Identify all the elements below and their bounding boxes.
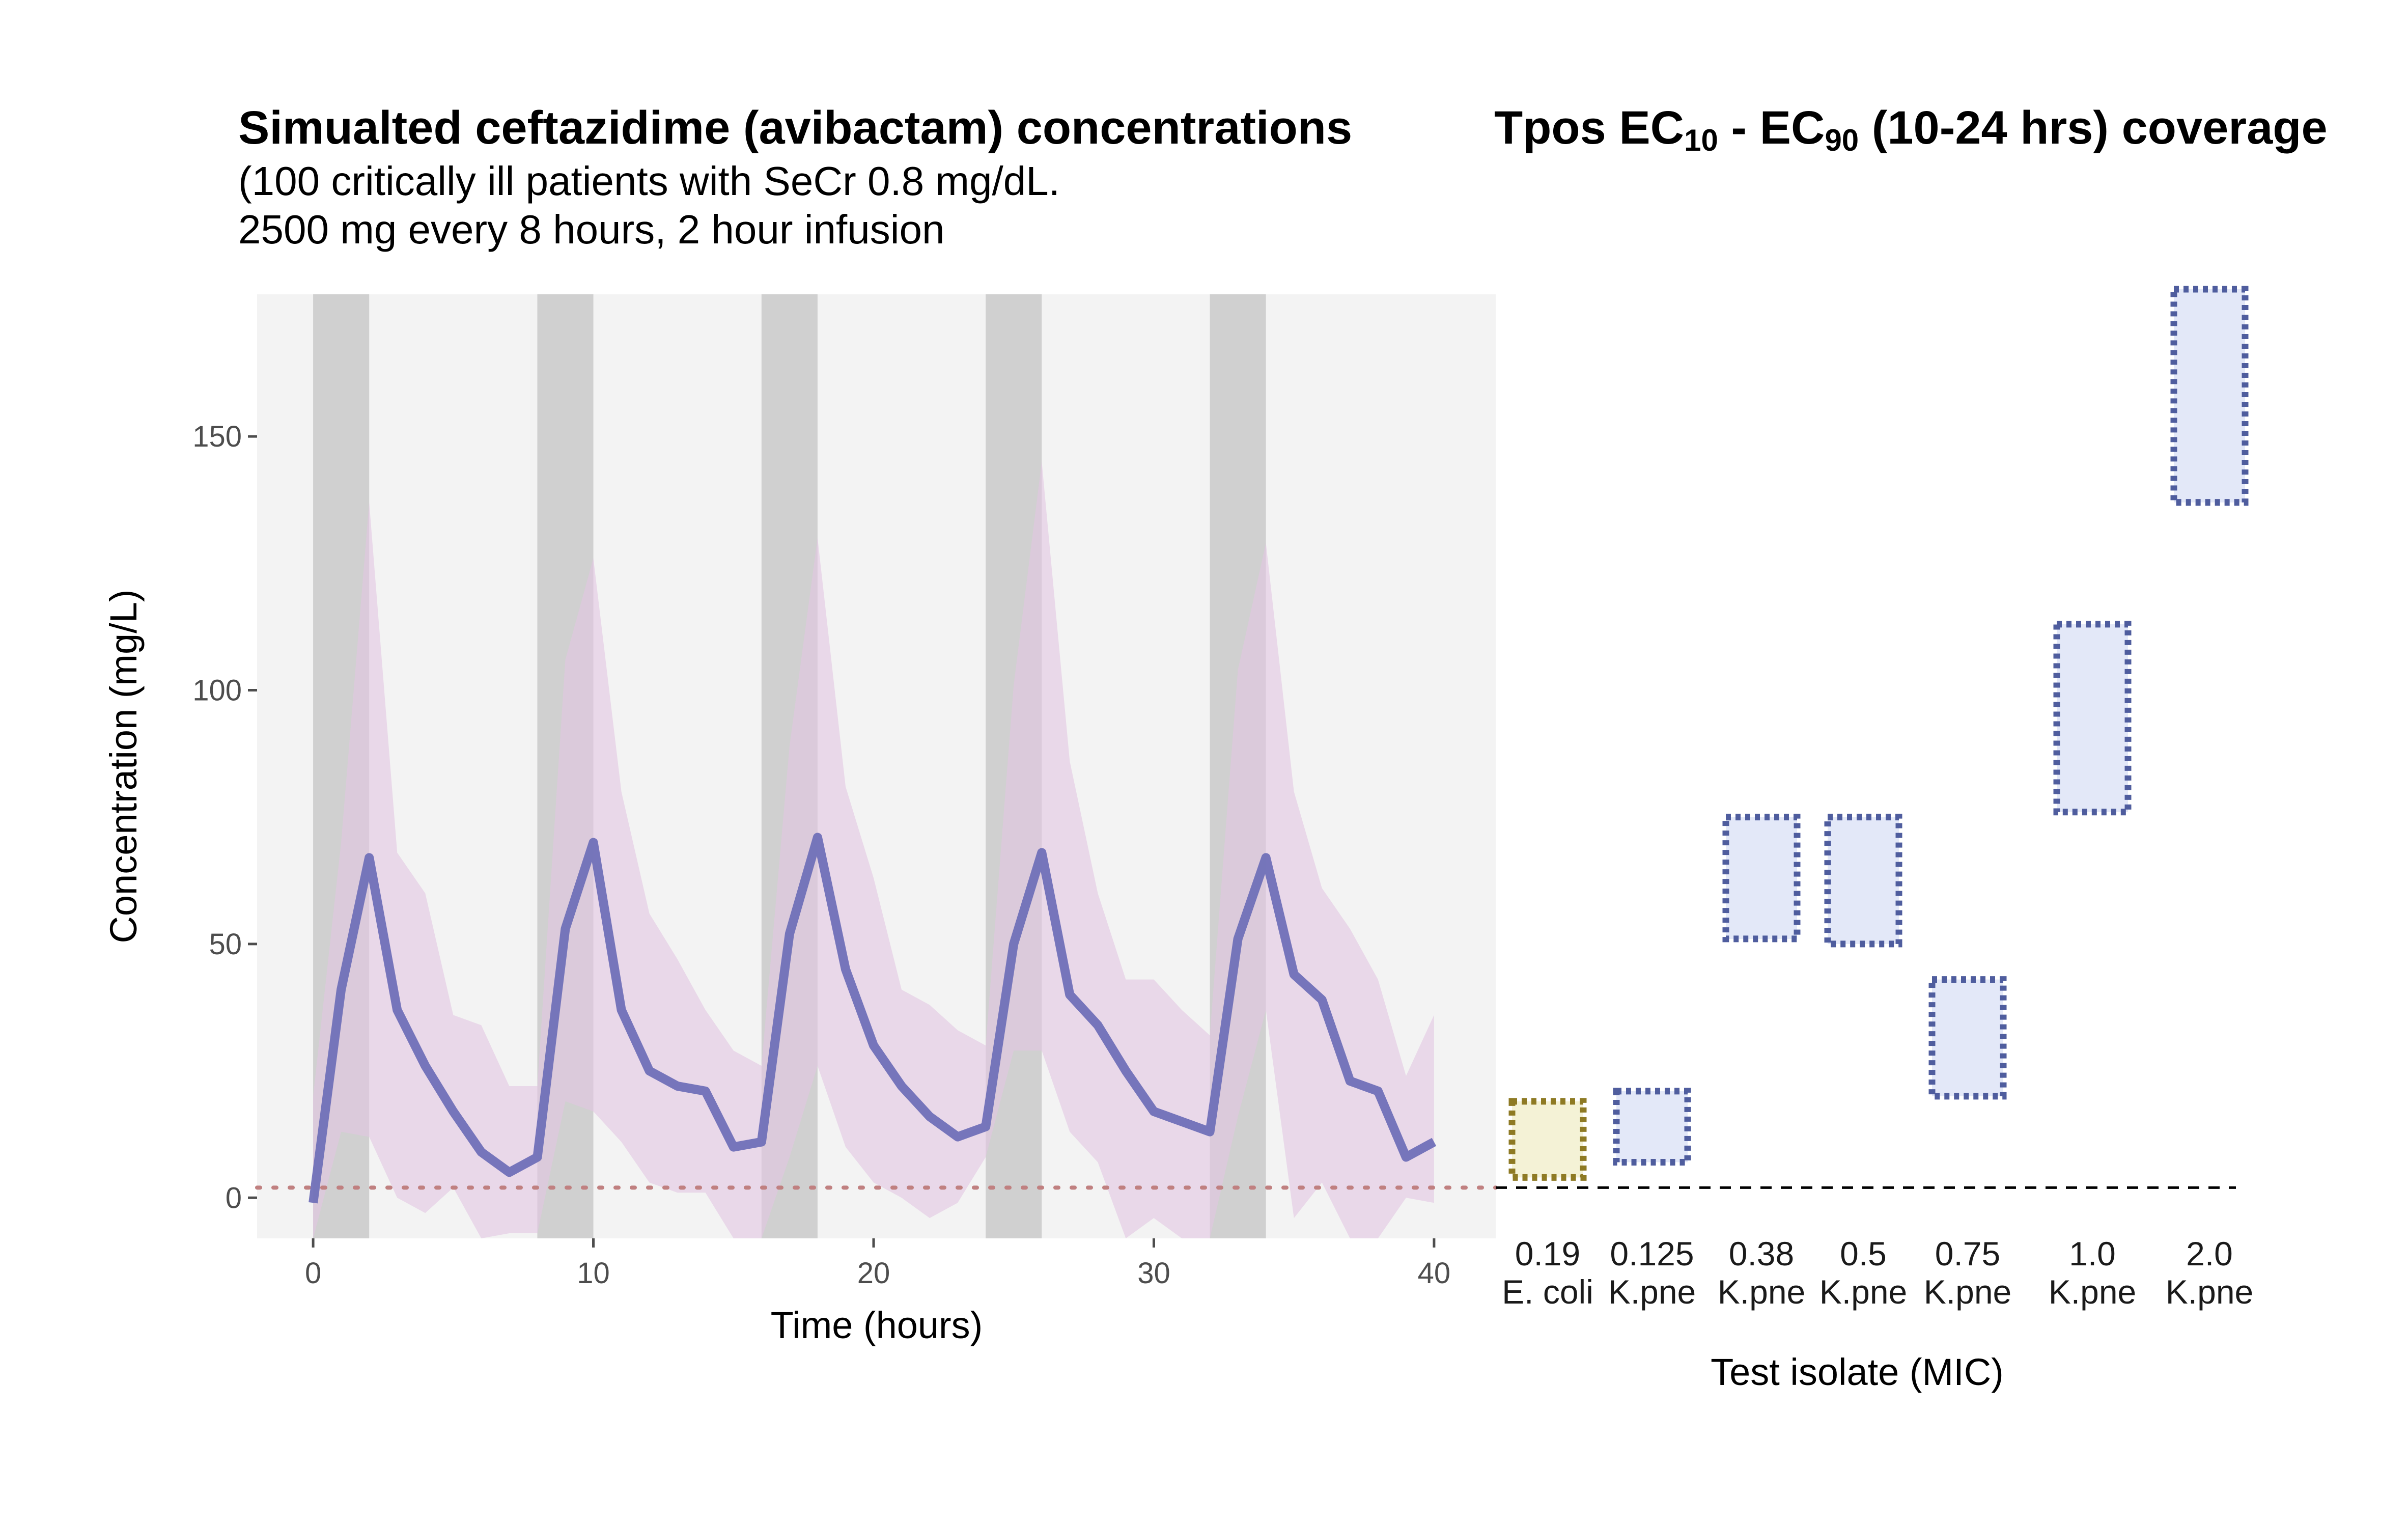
coverage-boxes — [1508, 286, 2249, 1181]
coverage-box-6 — [2170, 286, 2249, 506]
y-tick-label-2: 100 — [192, 674, 242, 707]
isolate-mic-label-3: 0.5 — [1840, 1235, 1887, 1272]
isolate-mic-label-0: 0.19 — [1515, 1235, 1580, 1272]
concentration-time-plot: 0 10 20 30 40 0 50 100 150 — [192, 294, 1498, 1290]
isolate-organism-label-0: E. coli — [1502, 1273, 1593, 1311]
concentration-prediction-ribbon — [313, 461, 1434, 1238]
x-tick-label-3: 30 — [1137, 1257, 1170, 1290]
isolate-organism-label-6: K.pne — [2166, 1273, 2253, 1311]
isolate-mic-label-1: 0.125 — [1610, 1235, 1694, 1272]
x-axis-label: Time (hours) — [771, 1304, 983, 1346]
left-panel-subtitle-line1: (100 critically ill patients with SeCr 0… — [238, 158, 1060, 204]
coverage-box-5 — [2053, 621, 2132, 816]
x-tick-label-1: 10 — [577, 1257, 610, 1290]
y-axis-label: Concentration (mg/L) — [102, 589, 145, 943]
x-tick-label-2: 20 — [857, 1257, 890, 1290]
coverage-box-3 — [1824, 814, 1902, 948]
left-panel-subtitle-line2: 2500 mg every 8 hours, 2 hour infusion — [238, 207, 945, 252]
left-panel-title: Simualted ceftazidime (avibactam) concen… — [238, 102, 1352, 154]
coverage-plot: 0.19E. coli0.125K.pne0.38K.pne0.5K.pne0.… — [1496, 286, 2253, 1311]
isolate-mic-label-6: 2.0 — [2186, 1235, 2233, 1272]
median-concentration-line — [309, 833, 1437, 1204]
coverage-box-2 — [1722, 814, 1801, 943]
x-axis-ticks: 0 10 20 30 40 — [305, 1238, 1450, 1290]
x-tick-label-4: 40 — [1418, 1257, 1451, 1290]
y-axis-ticks: 0 50 100 150 — [192, 420, 257, 1214]
coverage-box-4 — [1928, 976, 2007, 1100]
isolate-organism-label-5: K.pne — [2049, 1273, 2136, 1311]
isolate-mic-label-2: 0.38 — [1729, 1235, 1794, 1272]
isolate-organism-label-2: K.pne — [1718, 1273, 1805, 1311]
isolate-mic-label-5: 1.0 — [2069, 1235, 2116, 1272]
isolate-labels: 0.19E. coli0.125K.pne0.38K.pne0.5K.pne0.… — [1502, 1235, 2253, 1311]
y-tick-label-3: 150 — [192, 420, 242, 453]
isolate-mic-label-4: 0.75 — [1935, 1235, 2000, 1272]
x-tick-label-0: 0 — [305, 1257, 321, 1290]
isolate-organism-label-1: K.pne — [1608, 1273, 1696, 1311]
right-x-axis-label: Test isolate (MIC) — [1711, 1351, 2004, 1393]
y-tick-label-0: 0 — [226, 1181, 242, 1214]
right-panel-title: Tpos EC10 - EC90 (10-24 hrs) coverage — [1494, 102, 2328, 157]
y-tick-label-1: 50 — [209, 928, 242, 961]
coverage-box-0 — [1508, 1098, 1587, 1181]
isolate-organism-label-3: K.pne — [1819, 1273, 1907, 1311]
coverage-box-1 — [1613, 1088, 1691, 1166]
isolate-organism-label-4: K.pne — [1924, 1273, 2011, 1311]
